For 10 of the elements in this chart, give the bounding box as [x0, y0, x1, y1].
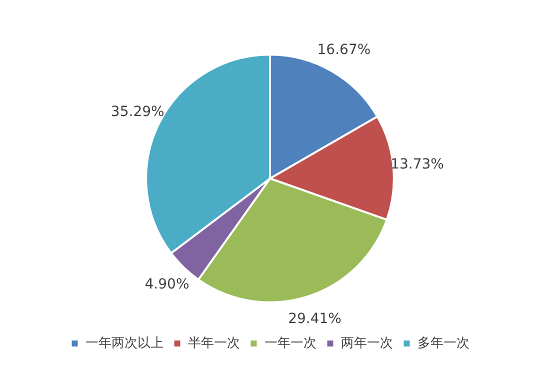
legend-label: 多年一次 — [417, 336, 470, 351]
legend-label: 一年两次以上 — [85, 336, 164, 351]
data-label: 29.41% — [288, 311, 342, 328]
legend-label: 半年一次 — [188, 336, 240, 351]
data-label: 13.73% — [390, 156, 444, 173]
data-label: 4.90% — [144, 276, 190, 292]
legend-label: 一年一次 — [264, 336, 316, 351]
data-label: 35.29% — [110, 104, 164, 120]
data-label: 16.67% — [317, 42, 371, 58]
legend-label: 两年一次 — [340, 336, 393, 351]
